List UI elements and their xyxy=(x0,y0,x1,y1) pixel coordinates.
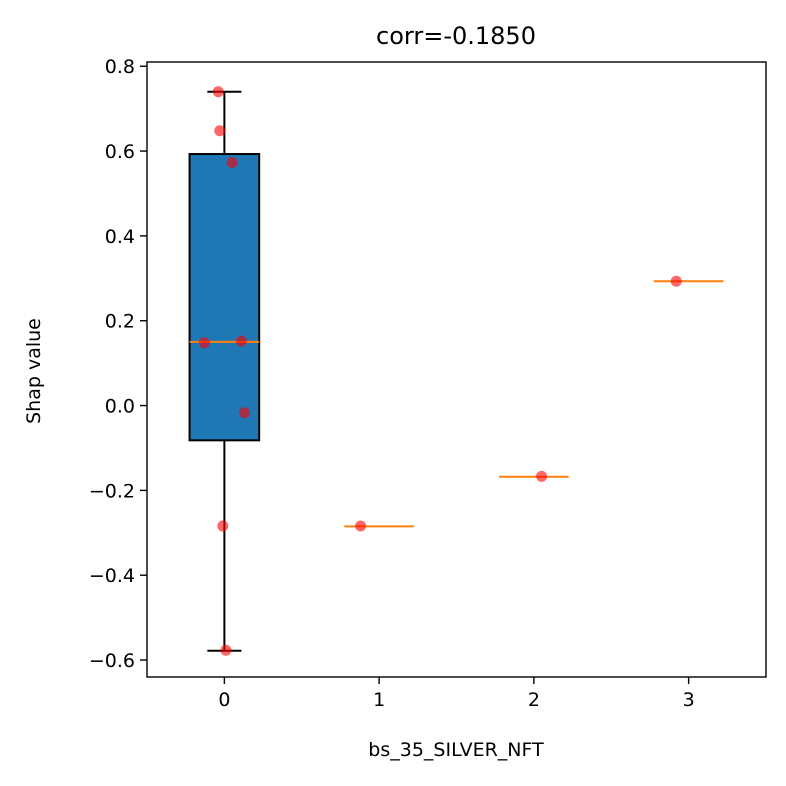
y-tick-label-5: −0.2 xyxy=(89,480,135,502)
x-tick-label-3: 3 xyxy=(683,689,695,711)
y-tick-label-1: 0.6 xyxy=(105,141,135,163)
y-tick-label-3: 0.2 xyxy=(105,311,135,333)
x-axis-label: bs_35_SILVER_NFT xyxy=(368,739,544,761)
data-point-0 xyxy=(212,86,224,98)
data-point-1 xyxy=(214,125,226,137)
y-axis-label: Shap value xyxy=(23,318,45,424)
data-point-3 xyxy=(198,337,210,349)
y-tick-label-0: 0.8 xyxy=(105,56,135,78)
data-point-6 xyxy=(217,520,229,532)
box-0 xyxy=(188,153,261,442)
data-point-2 xyxy=(226,157,238,169)
plot-area: 0 1 2 3 0.8 0.6 0.4 0.2 0.0 −0.2 −0.4 −0.6 xyxy=(89,56,724,711)
data-point-5 xyxy=(238,407,250,419)
chart-title: corr=-0.1850 xyxy=(376,22,536,50)
y-tick-label-7: −0.6 xyxy=(89,650,135,672)
data-point-8 xyxy=(355,520,367,532)
data-point-9 xyxy=(536,470,548,482)
x-tick-label-2: 2 xyxy=(528,689,540,711)
x-tick-label-1: 1 xyxy=(373,689,385,711)
data-point-10 xyxy=(670,275,682,287)
data-point-4 xyxy=(235,335,247,347)
y-tick-label-6: −0.4 xyxy=(89,565,135,587)
y-tick-label-2: 0.4 xyxy=(105,226,135,248)
x-tick-label-0: 0 xyxy=(218,689,230,711)
data-point-7 xyxy=(220,644,232,656)
plot-frame xyxy=(146,61,767,678)
y-tick-label-4: 0.0 xyxy=(105,396,135,418)
